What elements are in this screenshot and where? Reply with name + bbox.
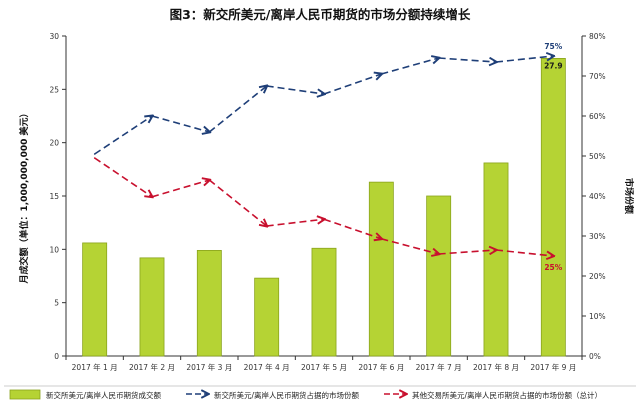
sgx-share-line-segment [151, 115, 209, 132]
other-share-line-point [323, 218, 325, 220]
x-tick-label: 2017 年 2 月 [129, 362, 175, 372]
other-share-line-segment [94, 157, 152, 197]
right-tick-label: 50% [589, 152, 606, 161]
right-tick-label: 0% [589, 352, 601, 361]
sgx-share-line-segment [495, 56, 553, 63]
sgx-share-line-point [151, 115, 153, 117]
left-tick-label: 0 [54, 352, 59, 361]
other-share-line-point [552, 255, 555, 257]
right-tick-label: 80% [589, 32, 606, 41]
bar [540, 58, 566, 357]
legend-label: 其他交易所美元/离岸人民币期货占据的市场份额（总计） [412, 390, 602, 400]
other-share-line-segment [266, 219, 324, 227]
other-share-line-segment [323, 218, 381, 239]
other-share-line-segment [495, 249, 553, 256]
bar [254, 277, 280, 357]
right-tick-label: 30% [589, 232, 606, 241]
left-tick-label: 10 [49, 245, 59, 254]
right-tick-label: 40% [589, 192, 606, 201]
legend-swatch-bar [9, 389, 41, 400]
x-tick-label: 2017 年 6 月 [358, 362, 404, 372]
other-share-line-segment [381, 238, 438, 254]
x-tick-label: 2017 年 8 月 [473, 362, 519, 372]
other-share-line-point [437, 253, 440, 255]
right-tick-label: 60% [589, 112, 606, 121]
other-share-line-point [208, 179, 211, 181]
x-tick-label: 2017 年 4 月 [244, 362, 290, 372]
sgx-share-line-segment [266, 85, 324, 94]
bar [196, 249, 222, 357]
other-share-line-segment [151, 180, 209, 198]
bar [426, 195, 452, 357]
sgx-share-line-segment [381, 58, 438, 75]
x-tick-label: 2017 年 3 月 [186, 362, 232, 372]
left-tick-label: 20 [49, 139, 59, 148]
sgx-share-line-segment [94, 116, 152, 155]
other-share-line-point [93, 157, 96, 159]
x-tick-label: 2017 年 7 月 [416, 362, 462, 372]
other-share-line-point [380, 238, 383, 240]
bar [82, 242, 108, 357]
sgx-share-line-segment [208, 86, 266, 133]
right-tick-label: 20% [589, 272, 606, 281]
left-tick-label: 30 [49, 32, 59, 41]
bar [483, 162, 509, 357]
other-share-line-segment [208, 179, 266, 226]
legend-label: 新交所美元/离岸人民币期货占据的市场份额 [214, 390, 360, 400]
bar [139, 257, 165, 357]
sgx-share-line-point [495, 61, 497, 63]
y2-axis-title: 市场份额 [623, 178, 635, 214]
data-label: 75% [544, 42, 562, 51]
sgx-share-line-point [323, 93, 325, 95]
other-share-line-point [151, 196, 153, 198]
sgx-share-line-point [265, 85, 268, 87]
data-label: 25% [544, 263, 562, 272]
chart-title: 图3：新交所美元/离岸人民币期货的市场分额持续增长 [170, 7, 471, 22]
sgx-share-line-segment [323, 74, 381, 95]
left-tick-label: 15 [49, 192, 59, 201]
y-axis-title: 月成交额（单位：1,000,000,000 美元） [18, 108, 30, 284]
left-tick-label: 5 [54, 299, 59, 308]
other-share-line-point [265, 225, 268, 227]
x-tick-label: 2017 年 9 月 [530, 362, 576, 372]
right-tick-label: 70% [589, 72, 606, 81]
legend-label: 新交所美元/离岸人民币期货成交额 [46, 390, 162, 400]
bar [368, 181, 394, 357]
data-label: 27.9 [544, 61, 563, 70]
other-share-line-segment [438, 250, 496, 254]
bar [311, 247, 337, 357]
sgx-share-line-point [437, 57, 440, 59]
sgx-share-line-segment [438, 58, 496, 62]
other-share-line-point [495, 249, 497, 251]
sgx-share-line-point [552, 55, 555, 57]
x-tick-label: 2017 年 1 月 [72, 362, 118, 372]
left-tick-label: 25 [49, 85, 59, 94]
legend: 新交所美元/离岸人民币期货成交额 新交所美元/离岸人民币期货占据的市场份额 其他交易… [4, 385, 636, 400]
sgx-share-line-point [380, 73, 383, 75]
right-tick-label: 10% [589, 312, 606, 321]
x-tick-label: 2017 年 5 月 [301, 362, 347, 372]
plot-area: 0 5 10 15 20 25 30 0% 10% 20% 30% 40% 50% 60% 70% 80% 20… [18, 32, 635, 372]
sgx-share-line-point [93, 153, 96, 155]
sgx-share-line-point [208, 131, 211, 133]
